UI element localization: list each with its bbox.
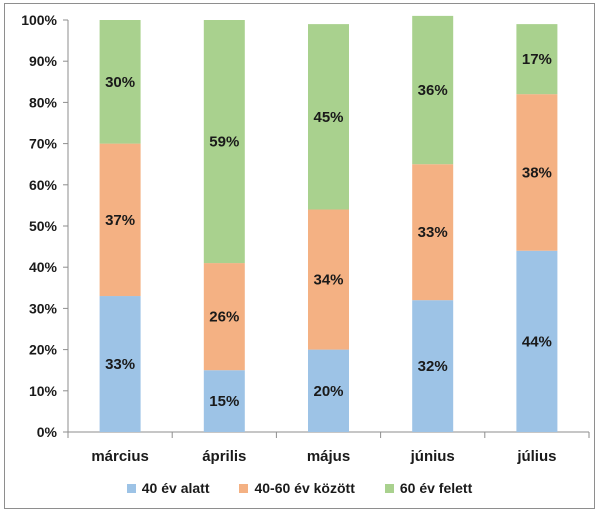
- bar-segment: [308, 209, 349, 350]
- data-label: 45%: [313, 109, 343, 126]
- bar-segment: [203, 20, 245, 264]
- bar-segment: [99, 20, 141, 144]
- legend-label: 60 év felett: [399, 480, 473, 496]
- bar-segment: [412, 15, 454, 165]
- x-tick-label: március: [91, 448, 149, 465]
- bar-segment: [412, 300, 454, 432]
- chart-frame: 0% 10% 20% 30% 40% 50% 60% 70% 80% 90% 100% 33% 37% 3…: [4, 3, 595, 509]
- bar-segment: [203, 263, 245, 371]
- bar-segment: [99, 296, 141, 432]
- bar-segment: [412, 164, 454, 301]
- data-label: 26%: [209, 309, 239, 326]
- bar-segment: [516, 250, 558, 432]
- legend-item-40-60: 40-60 év között: [239, 480, 355, 496]
- bar-segment: [308, 349, 349, 432]
- legend-swatch: [384, 483, 394, 493]
- data-label: 15%: [209, 393, 239, 410]
- data-label: 32%: [418, 358, 448, 375]
- data-label: 30%: [105, 74, 135, 91]
- y-tick-label: 50%: [29, 218, 58, 234]
- legend: 40 év alatt 40-60 év között 60 év felett: [5, 480, 594, 496]
- x-tick-label: április: [202, 448, 246, 465]
- bar-segment: [203, 370, 245, 432]
- data-label: 20%: [313, 383, 343, 400]
- legend-item-under-40: 40 év alatt: [126, 480, 210, 496]
- legend-label: 40-60 év között: [254, 480, 355, 496]
- data-label: 38%: [522, 164, 552, 181]
- bar-segment: [516, 94, 558, 251]
- y-tick-label: 90%: [29, 53, 58, 69]
- x-tick-label: május: [307, 448, 350, 465]
- x-tick-label: június: [410, 448, 455, 465]
- y-tick-label: 30%: [29, 300, 58, 316]
- bar-segment: [308, 24, 349, 210]
- bar-segment: [99, 143, 141, 297]
- x-tick-label: július: [516, 448, 556, 465]
- legend-item-over-60: 60 év felett: [384, 480, 473, 496]
- data-label: 59%: [209, 134, 239, 151]
- y-tick-label: 0%: [37, 424, 58, 440]
- legend-swatch: [239, 483, 249, 493]
- bar-segment: [516, 24, 558, 95]
- legend-swatch: [126, 483, 136, 493]
- data-label: 44%: [522, 333, 552, 350]
- data-label: 17%: [522, 51, 552, 68]
- data-label: 34%: [313, 272, 343, 289]
- y-tick-label: 80%: [29, 94, 58, 110]
- y-tick-label: 10%: [29, 383, 58, 399]
- y-tick-label: 20%: [29, 342, 58, 358]
- data-label: 33%: [418, 224, 448, 241]
- y-tick-label: 40%: [29, 259, 58, 275]
- data-label: 33%: [105, 356, 135, 373]
- y-tick-label: 60%: [29, 177, 58, 193]
- stacked-bar-chart: 0% 10% 20% 30% 40% 50% 60% 70% 80% 90% 100% 33% 37% 3…: [21, 12, 590, 465]
- data-label: 37%: [105, 212, 135, 229]
- y-tick-label: 100%: [21, 12, 57, 28]
- legend-label: 40 év alatt: [141, 480, 210, 496]
- y-tick-label: 70%: [29, 136, 58, 152]
- data-label: 36%: [418, 82, 448, 99]
